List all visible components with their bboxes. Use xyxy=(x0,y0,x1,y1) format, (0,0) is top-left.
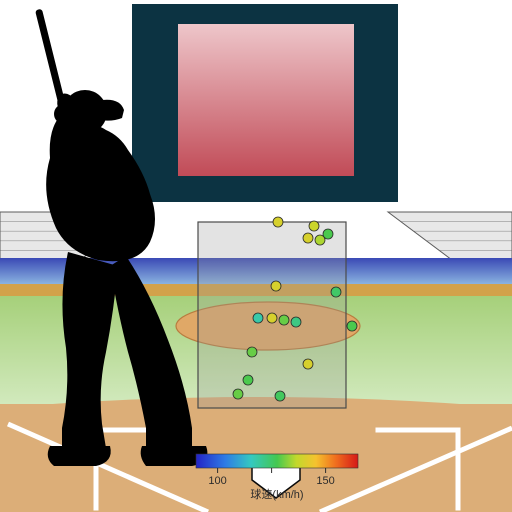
pitch-marker xyxy=(303,233,313,243)
pitch-location-chart: 100 150 球速(km/h) xyxy=(0,0,512,512)
legend-tick-label: 100 xyxy=(208,475,226,487)
legend-title: 球速(km/h) xyxy=(250,487,303,501)
stands-right xyxy=(388,212,512,260)
pitch-marker xyxy=(309,221,319,231)
pitch-marker xyxy=(347,321,357,331)
pitch-marker xyxy=(303,359,313,369)
pitch-marker xyxy=(267,313,277,323)
pitch-marker xyxy=(271,281,281,291)
pitch-marker xyxy=(291,317,301,327)
pitch-marker xyxy=(279,315,289,325)
pitch-marker xyxy=(331,287,341,297)
legend-colorbar xyxy=(196,454,358,468)
legend-tick-label: 150 xyxy=(316,475,334,487)
pitch-marker xyxy=(275,391,285,401)
scoreboard-screen xyxy=(178,24,354,176)
pitch-marker xyxy=(315,235,325,245)
pitch-marker xyxy=(233,389,243,399)
pitch-marker xyxy=(273,217,283,227)
pitch-marker xyxy=(247,347,257,357)
pitch-marker xyxy=(243,375,253,385)
chart-svg: 100 150 球速(km/h) xyxy=(0,0,512,512)
pitch-marker xyxy=(253,313,263,323)
